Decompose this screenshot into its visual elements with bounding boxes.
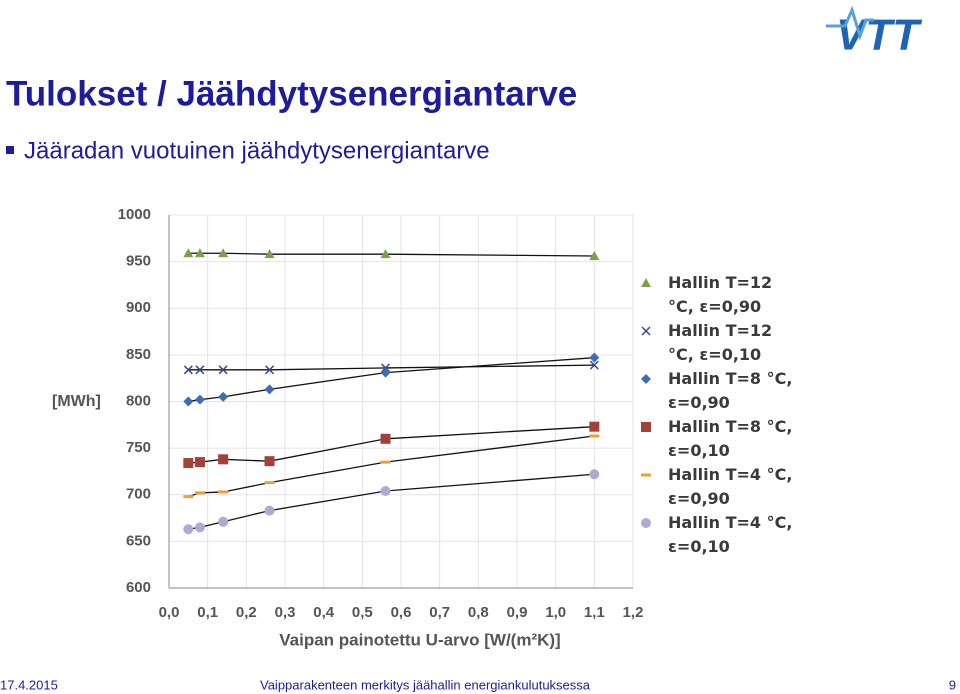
- footer-page: 9: [949, 677, 956, 692]
- legend-marker: [641, 473, 651, 477]
- y-tick-label: 900: [126, 299, 151, 316]
- point: [183, 248, 194, 258]
- point: [589, 421, 600, 432]
- legend-entry: Hallin T=12 °C, ε=0,10: [668, 321, 773, 364]
- point: [194, 457, 205, 468]
- x-tick-label: 0,6: [391, 604, 412, 621]
- point: [380, 367, 391, 378]
- point: [589, 360, 599, 370]
- y-tick-label: 650: [126, 532, 151, 549]
- x-tick-label: 1,0: [545, 604, 566, 621]
- point: [380, 433, 391, 444]
- point: [218, 365, 228, 375]
- point: [264, 384, 275, 395]
- point: [218, 248, 229, 258]
- point: [194, 491, 205, 495]
- logo: VTT: [836, 11, 922, 60]
- point: [218, 391, 229, 402]
- y-tick-label: 700: [126, 486, 151, 503]
- point: [589, 469, 600, 480]
- point: [195, 365, 205, 375]
- logo-wave: [826, 5, 874, 41]
- trend-line: [188, 473, 595, 530]
- trend-line: [188, 252, 595, 257]
- legend-entry: Hallin T=4 °C, ε=0,10: [668, 513, 793, 556]
- point: [264, 481, 275, 485]
- point: [183, 495, 194, 499]
- point: [264, 249, 275, 259]
- point: [589, 251, 600, 261]
- legend-entry: Hallin T=8 °C, ε=0,10: [668, 417, 793, 460]
- x-tick-label: 0,2: [236, 604, 257, 621]
- y-tick-label: 950: [126, 253, 151, 270]
- legend-marker: [641, 278, 651, 287]
- legend-marker: [641, 374, 651, 384]
- x-tick-label: 0,1: [197, 604, 218, 621]
- trend-line: [188, 364, 595, 371]
- trend-line: [188, 357, 595, 403]
- point: [264, 456, 275, 467]
- footer-text: Vaipparakenteen merkitys jäähallin energ…: [260, 677, 591, 692]
- x-tick-label: 0,9: [507, 604, 528, 621]
- legend-entry: Hallin T=12 °C, ε=0,90: [668, 273, 773, 316]
- point: [265, 365, 275, 375]
- point: [183, 458, 194, 469]
- slide-title: Tulokset / Jäähdytysenergiantarve: [6, 74, 577, 113]
- point: [589, 352, 600, 363]
- point: [183, 365, 193, 375]
- point: [218, 454, 229, 465]
- y-tick-label: 800: [126, 392, 151, 409]
- legend-marker: [641, 326, 651, 336]
- y-tick-label: 850: [126, 346, 151, 363]
- legend-entry: Hallin T=8 °C, ε=0,90: [668, 369, 793, 412]
- x-tick-label: 0,5: [352, 604, 373, 621]
- point: [380, 249, 391, 259]
- x-tick-label: 0,8: [468, 604, 489, 621]
- point: [183, 396, 194, 407]
- legend-marker: [641, 518, 651, 528]
- point: [218, 490, 229, 494]
- point: [194, 522, 205, 533]
- x-axis-label: Vaipan painotettu U-arvo [W/(m²K)]: [279, 630, 560, 649]
- y-tick-label: 1000: [118, 206, 151, 223]
- x-tick-label: 0,7: [429, 604, 450, 621]
- x-tick-label: 0,3: [275, 604, 296, 621]
- legend-marker: [641, 422, 651, 432]
- y-tick-label: 750: [126, 439, 151, 456]
- x-tick-label: 0,4: [313, 604, 335, 621]
- bullet-mark: [6, 146, 14, 154]
- point: [183, 524, 194, 535]
- point: [380, 460, 391, 464]
- x-tick-label: 0,0: [159, 604, 180, 621]
- trend-line: [188, 426, 595, 464]
- y-tick-label: 600: [126, 579, 151, 596]
- footer-date: 17.4.2015: [0, 677, 58, 692]
- point: [194, 248, 205, 258]
- point: [218, 516, 229, 527]
- bullet-text: Jääradan vuotuinen jäähdytysenergiantarv…: [24, 137, 490, 164]
- point: [194, 394, 205, 405]
- trend-line: [188, 435, 595, 498]
- legend-entry: Hallin T=4 °C, ε=0,90: [668, 465, 793, 508]
- y-axis-label: [MWh]: [52, 393, 101, 410]
- x-tick-label: 1,1: [584, 604, 605, 621]
- point: [380, 486, 391, 497]
- point: [264, 505, 275, 516]
- x-tick-label: 1,2: [623, 604, 644, 621]
- point: [589, 434, 600, 438]
